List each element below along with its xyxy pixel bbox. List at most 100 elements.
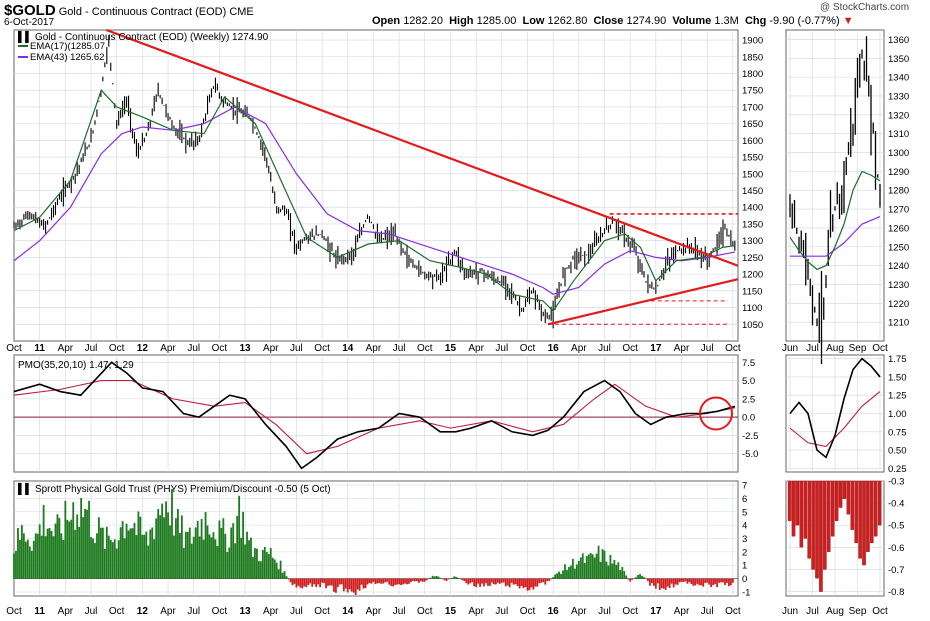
phys-bar: [431, 575, 434, 579]
daily-x-tick-label: Aug: [826, 606, 844, 617]
phys-bar: [508, 578, 511, 588]
weekly-x-tick-label: 12: [137, 606, 149, 617]
phys-bar: [196, 520, 199, 579]
phys-bar: [718, 578, 720, 583]
weekly-x-tick-label: Jul: [393, 606, 406, 617]
weekly-x-tick-label: Oct: [212, 343, 228, 354]
phys-bar: [218, 520, 221, 579]
phys-bar: [206, 525, 209, 579]
phys-bar: [153, 539, 156, 579]
daily-phys-bar: [858, 480, 862, 559]
phys-bar: [485, 578, 487, 584]
weekly-x-tick-label: 17: [650, 606, 662, 617]
weekly-x-tick-label: Apr: [366, 343, 382, 354]
phys-bar: [637, 574, 639, 579]
phys-bar: [514, 578, 517, 585]
phys-bar: [682, 578, 685, 582]
phys-bar: [647, 578, 649, 582]
phys-bar: [656, 578, 659, 584]
phys-bar: [394, 578, 397, 585]
phys-bar: [228, 547, 231, 579]
daily-x-tick-label: Oct: [872, 606, 888, 617]
phys-bar: [54, 523, 57, 579]
phys-bar: [303, 578, 306, 587]
phys-bar: [548, 578, 551, 581]
phys-bar: [370, 578, 373, 584]
phys-bar: [609, 554, 612, 579]
y-tick-label: 0.75: [888, 427, 907, 438]
y-tick-label: -0.4: [888, 499, 904, 510]
phys-bar: [676, 578, 679, 585]
phys-bar: [80, 497, 83, 579]
daily-phys-histogram: [787, 480, 882, 592]
phys-bar: [329, 578, 331, 586]
phys-bar: [708, 578, 711, 585]
phys-bar: [293, 578, 296, 584]
phys-bar: [309, 578, 312, 584]
phys-bar: [473, 578, 476, 587]
weekly-x-tick-label: 14: [342, 343, 354, 354]
phys-bar: [208, 534, 211, 579]
phys-bar: [585, 556, 588, 579]
y-tick-label: 6: [742, 494, 747, 505]
phys-bar: [182, 547, 185, 579]
weekly-x-tick-label: Oct: [622, 343, 638, 354]
phys-bar: [645, 578, 647, 580]
phys-bar: [714, 578, 716, 585]
daily-phys-bar: [819, 480, 823, 592]
weekly-x-tick-label: Oct: [725, 606, 741, 617]
phys-bar: [297, 578, 300, 586]
phys-bar: [58, 518, 61, 579]
phys-bar: [378, 578, 381, 584]
phys-bar: [605, 561, 608, 579]
phys-bar: [702, 578, 705, 587]
phys-bar: [220, 527, 223, 579]
daily-phys-bar: [854, 480, 858, 544]
ema17-line: [13, 89, 735, 312]
phys-bar: [489, 578, 491, 586]
phys-bar: [115, 548, 118, 579]
phys-bar: [149, 529, 152, 579]
phys-bar: [36, 533, 39, 579]
weekly-x-tick-label: Jul: [290, 606, 303, 617]
phys-bar: [654, 578, 657, 589]
weekly-x-tick-label: 16: [548, 606, 560, 617]
y-tick-label: 1850: [742, 52, 763, 63]
phys-bar: [421, 578, 424, 582]
phys-bar: [333, 578, 335, 592]
y-tick-label: -0.6: [888, 543, 904, 554]
phys-bar: [60, 533, 63, 579]
phys-bar: [621, 566, 624, 579]
phys-bar: [467, 578, 470, 585]
weekly-x-tick-label: 15: [445, 343, 457, 354]
phys-bar: [566, 569, 568, 579]
y-tick-label: -0.7: [888, 565, 904, 576]
weekly-x-tick-label: Jul: [187, 343, 200, 354]
symbol: $GOLD: [4, 2, 56, 19]
phys-bar: [175, 518, 177, 579]
phys-bar: [331, 578, 333, 586]
daily-x-tick-label: Aug: [826, 343, 844, 354]
weekly-x-tick-label: Apr: [674, 343, 690, 354]
y-tick-label: 1260: [888, 223, 909, 234]
volume-label: Volume: [672, 15, 712, 27]
weekly-x-tick-label: Jul: [495, 343, 508, 354]
phys-bar: [639, 574, 641, 579]
chg-value: -9.90 (-0.77%): [769, 15, 840, 27]
phys-bar: [668, 578, 671, 588]
y-tick-label: 0.0: [742, 413, 755, 424]
phys-bar: [327, 578, 329, 586]
y-tick-label: 1300: [742, 236, 763, 247]
phys-bar: [680, 578, 683, 582]
phys-bar: [210, 537, 213, 579]
phys-bar: [731, 578, 734, 583]
phys-bar: [145, 531, 148, 579]
daily-x-tick-label: Sep: [849, 606, 867, 617]
phys-panel-title: ▌▌ Sprott Physical Gold Trust (PHYS) Pre…: [18, 482, 331, 496]
phys-bar: [552, 577, 555, 579]
phys-bar: [133, 522, 136, 579]
daily-phys-bar: [870, 480, 874, 544]
phys-bar: [595, 553, 598, 579]
header-line-1: $GOLD Gold - Continuous Contract (EOD) C…: [4, 2, 254, 19]
pmo-panel-title: PMO(35,20,10) 1.47, 1.29: [18, 360, 134, 371]
